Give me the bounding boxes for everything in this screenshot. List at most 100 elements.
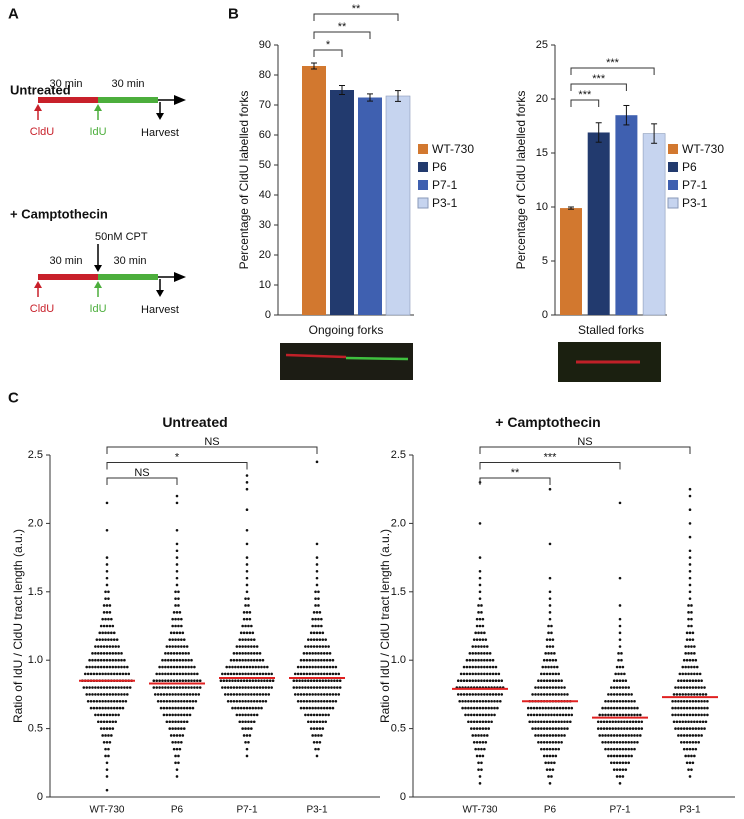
dot <box>618 706 622 710</box>
dot <box>618 576 622 580</box>
dot <box>92 672 96 676</box>
x-tick-label: P3-1 <box>306 805 328 816</box>
dot <box>311 652 314 655</box>
dot <box>675 720 679 724</box>
dot <box>314 658 317 662</box>
dot <box>168 638 172 641</box>
dot-row <box>175 576 179 580</box>
significance-label: *** <box>544 452 558 464</box>
dot <box>167 665 170 669</box>
y-tick-label: 1.0 <box>391 654 406 666</box>
dot <box>688 734 692 737</box>
dot <box>314 604 317 607</box>
legend-label: P3-1 <box>432 196 458 210</box>
dot <box>614 672 617 676</box>
dot <box>247 693 250 696</box>
dot <box>312 645 316 648</box>
dot <box>531 727 534 730</box>
dot-row <box>688 590 692 594</box>
dot-row <box>221 686 273 689</box>
dot-row <box>105 761 109 765</box>
dot-row <box>105 583 109 587</box>
dot <box>111 727 115 730</box>
dot <box>193 686 196 689</box>
dot <box>304 679 307 683</box>
dot <box>472 706 476 710</box>
dot <box>105 501 109 505</box>
dot <box>169 631 173 635</box>
dot <box>483 747 486 751</box>
dot <box>89 699 93 703</box>
y-tick-label: 70 <box>259 99 271 111</box>
dot <box>315 754 319 758</box>
dot <box>474 747 477 751</box>
y-tick-label: 2.0 <box>391 517 406 529</box>
dot <box>174 720 177 724</box>
dot <box>174 638 177 641</box>
dot <box>251 706 255 710</box>
dot <box>317 706 320 710</box>
dot <box>618 679 622 683</box>
dot <box>95 638 99 641</box>
dot <box>104 597 107 600</box>
dot <box>557 672 560 676</box>
dot <box>554 658 558 662</box>
y-tick-label: 20 <box>259 249 271 261</box>
dot-row <box>307 720 328 724</box>
dot <box>231 679 234 683</box>
dot <box>175 768 179 771</box>
dot <box>690 652 693 655</box>
dot <box>566 727 569 730</box>
x-tick-label: P7-1 <box>236 805 258 816</box>
dot <box>234 706 237 710</box>
dot <box>241 652 244 655</box>
dot-row <box>94 645 120 648</box>
dot <box>232 693 236 696</box>
dot <box>237 679 240 683</box>
dot-row <box>674 727 706 730</box>
dot <box>177 590 180 594</box>
dot <box>548 597 552 600</box>
y-tick-label: 0 <box>400 791 406 803</box>
dot <box>252 638 256 641</box>
dot <box>102 665 106 669</box>
dot <box>92 699 96 703</box>
dot <box>610 699 613 703</box>
dot-row <box>612 768 628 771</box>
dot-row <box>158 665 196 669</box>
dot-row <box>95 638 119 641</box>
dot <box>305 693 309 696</box>
dot <box>193 679 196 683</box>
dot-row <box>615 775 625 778</box>
dot <box>621 775 625 778</box>
x-tick-label: P6 <box>544 805 557 816</box>
dot <box>171 699 174 703</box>
dot <box>263 679 266 683</box>
y-tick-label: 2.0 <box>28 517 43 529</box>
dot <box>560 727 563 730</box>
dot <box>161 658 164 662</box>
dot <box>232 672 236 676</box>
dot <box>537 734 540 737</box>
dot <box>264 693 268 696</box>
dot <box>694 699 698 703</box>
error-bar <box>568 206 574 210</box>
dot <box>191 706 195 710</box>
dot <box>267 686 271 689</box>
dot <box>695 665 699 669</box>
dot <box>488 665 492 669</box>
dot <box>245 590 249 594</box>
dot <box>685 699 689 703</box>
dot <box>181 734 185 737</box>
dot <box>242 665 246 669</box>
dot <box>317 665 320 669</box>
dot <box>102 645 106 648</box>
dot <box>697 679 700 683</box>
dot <box>174 645 177 648</box>
dot-row <box>459 672 501 676</box>
dot <box>312 631 316 635</box>
dot <box>180 624 183 628</box>
dot <box>187 658 190 662</box>
dot <box>557 693 560 696</box>
dot <box>612 699 616 703</box>
